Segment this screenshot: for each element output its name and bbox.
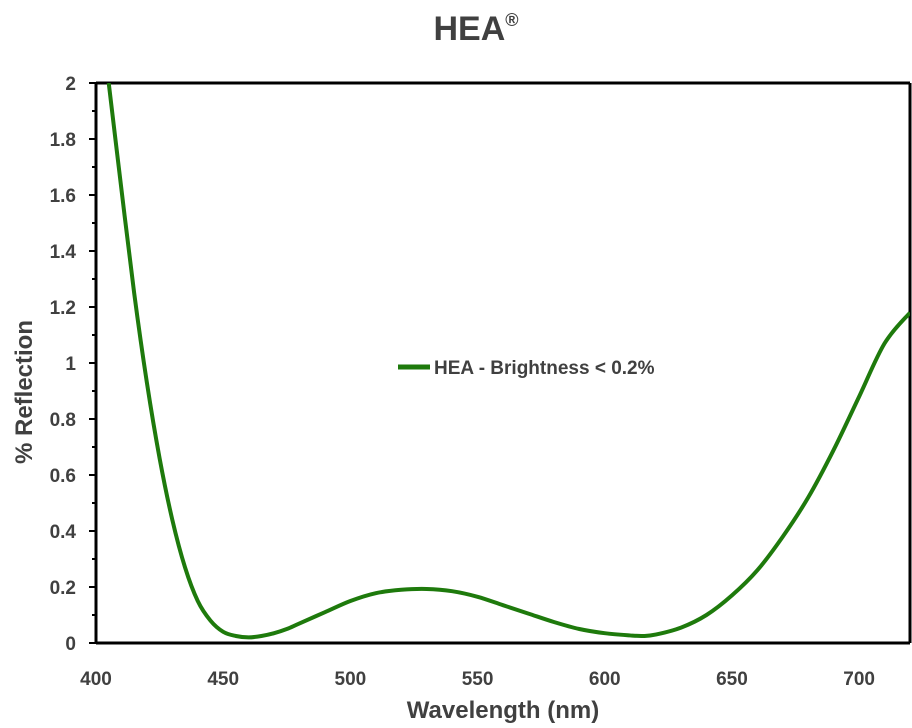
chart-title: HEA®: [433, 10, 518, 48]
y-tick-label: 1: [65, 354, 76, 375]
y-axis-ticks: 0 0.2 0.4 0.6 0.8 1 1.2 1.4 1.6 1.8 2: [50, 74, 96, 655]
y-tick-label: 0: [65, 634, 76, 655]
y-tick-label: 2: [65, 74, 76, 95]
legend: HEA - Brightness < 0.2%: [398, 358, 655, 379]
series-line-hea: [106, 83, 910, 640]
x-tick-label: 550: [462, 669, 494, 690]
x-tick-label: 400: [80, 669, 112, 690]
y-tick-label: 1.8: [50, 130, 76, 151]
x-tick-label: 700: [843, 669, 875, 690]
y-tick-label: 1.6: [50, 186, 76, 207]
y-tick-label: 0.6: [50, 466, 76, 487]
x-axis-ticks: 400 450 500 550 600 650 700: [80, 669, 875, 690]
x-axis-title: Wavelength (nm): [407, 697, 599, 724]
x-tick-label: 450: [207, 669, 239, 690]
legend-label: HEA - Brightness < 0.2%: [434, 358, 655, 379]
y-tick-label: 0.2: [50, 578, 76, 599]
y-tick-label: 0.8: [50, 410, 76, 431]
x-tick-label: 500: [335, 669, 367, 690]
registered-mark: ®: [505, 10, 518, 30]
y-tick-label: 1.2: [50, 298, 76, 319]
y-tick-label: 0.4: [50, 522, 77, 543]
x-tick-label: 600: [589, 669, 621, 690]
x-tick-label: 650: [716, 669, 748, 690]
chart-title-text: HEA: [433, 10, 505, 48]
y-axis-title: % Reflection: [11, 320, 38, 464]
y-tick-label: 1.4: [50, 242, 77, 263]
